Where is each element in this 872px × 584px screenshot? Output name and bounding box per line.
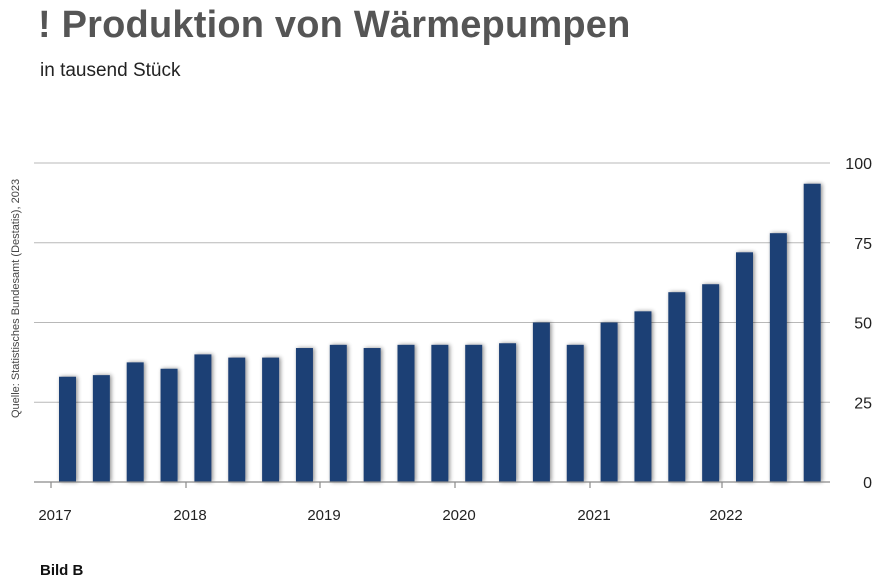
bar-2022-q2 — [769, 233, 787, 482]
bar-2021-q2 — [634, 311, 652, 482]
chart-title: ! Produktion von Wärmepumpen — [38, 4, 631, 46]
x-axis-labels: 2017 2018 2019 2020 2021 2022 — [38, 507, 742, 524]
x-axis — [34, 481, 830, 488]
bar-2018-q4 — [295, 348, 313, 482]
bar-2017-q1 — [59, 376, 76, 482]
bar-2019-q3 — [397, 344, 415, 482]
y-tick-label: 75 — [854, 236, 872, 253]
chart-subtitle: in tausend Stück — [40, 60, 181, 81]
bar-2018-q1 — [194, 354, 212, 482]
bar-2017-q3 — [126, 362, 144, 482]
bar-2021-q4 — [702, 284, 720, 482]
y-axis-labels: 0 25 50 75 100 — [845, 156, 872, 492]
bar-2020-q3 — [532, 322, 550, 482]
x-tick-label: 2021 — [577, 507, 610, 524]
x-tick-label: 2018 — [173, 507, 206, 524]
figure-label: Bild B — [40, 562, 84, 579]
x-tick-label: 2017 — [38, 507, 71, 524]
bar-2022-q3 — [803, 183, 821, 483]
bar-2018-q3 — [262, 357, 280, 482]
x-tick-label: 2022 — [709, 507, 742, 524]
bar-2021-q1 — [600, 322, 618, 482]
bar-2017-q2 — [92, 375, 110, 482]
bar-2018-q2 — [228, 357, 246, 482]
y-tick-label: 25 — [854, 395, 872, 412]
bar-2022-q1 — [736, 252, 753, 482]
bars — [59, 183, 821, 483]
bar-2021-q3 — [668, 292, 686, 482]
bar-2020-q4 — [566, 344, 584, 482]
bar-2019-q4 — [431, 344, 449, 482]
x-tick-label: 2020 — [442, 507, 475, 524]
bar-2019-q2 — [363, 348, 381, 482]
bar-2019-q1 — [329, 344, 347, 482]
bar-2017-q4 — [160, 368, 178, 482]
bar-2020-q1 — [465, 344, 483, 482]
x-tick-label: 2019 — [307, 507, 340, 524]
y-tick-label: 100 — [845, 156, 872, 173]
y-tick-label: 50 — [854, 316, 872, 333]
y-tick-label: 0 — [863, 475, 872, 492]
bar-2020-q2 — [499, 343, 517, 482]
